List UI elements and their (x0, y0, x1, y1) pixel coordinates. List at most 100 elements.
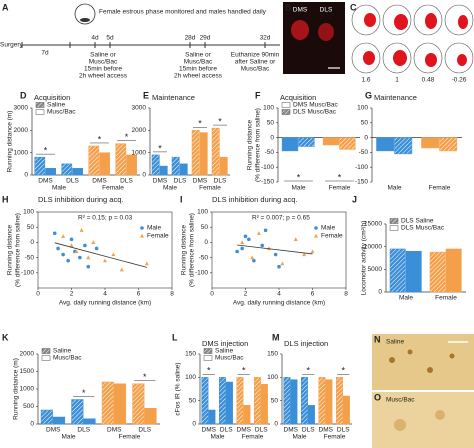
legend-label: Musc/Bac (47, 109, 76, 116)
x-tick-label: Female (329, 185, 351, 192)
bar (394, 137, 413, 155)
y-tick-label: 0 (274, 421, 278, 428)
y-axis-label: (% difference from saline) (189, 213, 196, 287)
panel-title: DLS inhibition during acq. (38, 195, 123, 204)
legend-swatch (314, 233, 318, 238)
y-axis-label: cFos IR (% saline) (175, 362, 182, 415)
section (351, 42, 381, 74)
bar (126, 154, 137, 176)
significance-star: * (242, 366, 246, 376)
x-tick-label: 0 (36, 291, 40, 298)
group-label: Male (61, 434, 75, 441)
bar (132, 383, 145, 425)
spread (425, 53, 437, 67)
panel-title: DLS inhibition during acq. (212, 195, 297, 204)
y-axis-label: Running distance (m) (7, 111, 14, 173)
group-label: Male (163, 185, 177, 192)
x-axis-label: Avg. daily running distance (km) (59, 300, 151, 307)
y-tick-label: 1500 (20, 368, 35, 375)
significance-star: * (98, 134, 102, 144)
spread (458, 15, 468, 29)
bar (301, 377, 308, 425)
significance-star: * (158, 143, 162, 153)
x-tick-label: DMS (202, 427, 217, 434)
point (273, 252, 278, 257)
point (66, 258, 70, 263)
treatment-text: 15min before (179, 66, 217, 73)
point (247, 237, 251, 242)
spread (364, 13, 376, 27)
y-tick-label: 1000 (132, 149, 147, 156)
point (91, 240, 96, 244)
bar (283, 377, 291, 425)
region-label: DMS (293, 7, 308, 14)
legend-swatch (41, 355, 51, 361)
bar (191, 130, 200, 176)
point (235, 249, 239, 254)
y-tick-label: 0 (142, 172, 146, 179)
legend-swatch (35, 109, 45, 115)
treatment-text: Saline or (90, 52, 116, 59)
bar (318, 377, 326, 425)
group-label: Male (210, 434, 224, 441)
y-tick-label: 0 (192, 421, 196, 428)
panel-label: I (180, 194, 183, 204)
spread (457, 54, 467, 66)
legend-swatch (389, 225, 399, 231)
cfos-image (372, 392, 474, 448)
bar (261, 384, 268, 425)
y-tick-label: -50 (25, 254, 35, 261)
y-tick-label: 1000 (14, 149, 29, 156)
y-axis-label: Running distance (m) (13, 358, 20, 420)
point (52, 231, 57, 236)
y-tick-label: 50 (267, 120, 275, 127)
mouse-icon (80, 18, 90, 22)
bar (254, 377, 261, 425)
x-tick-label: DLS (255, 427, 268, 434)
y-tick-label: 0 (24, 172, 28, 179)
section (382, 42, 412, 74)
day-label: 5d (106, 35, 114, 42)
bar (243, 405, 251, 425)
group-label: Female (102, 185, 124, 192)
significance-star: * (297, 172, 301, 182)
panel-label: L (172, 332, 178, 342)
spread (394, 14, 408, 30)
y-tick-label: -100 (261, 164, 274, 171)
timeline-label: Surgery (0, 42, 24, 49)
point (94, 246, 99, 251)
x-tick-label: DMS (319, 427, 334, 434)
legend-swatch (281, 109, 291, 115)
panel-label: J (352, 194, 357, 204)
bar (339, 137, 356, 150)
x-tick-label: DMS (107, 427, 122, 434)
wheel-icon (74, 3, 96, 25)
bar (179, 163, 188, 176)
y-tick-label: 0 (270, 134, 274, 141)
x-tick-label: 8 (344, 291, 348, 298)
x-axis-label: Avg. daily running distance (km) (233, 300, 325, 307)
y-tick-label: 0 (204, 239, 208, 246)
point (310, 249, 315, 254)
bar (236, 377, 244, 425)
point (83, 243, 87, 248)
y-tick-label: 50 (271, 397, 279, 404)
treatment-text: 15min before (84, 66, 122, 73)
x-tick-label: DMS (46, 427, 61, 434)
panel-label: G (365, 90, 372, 100)
y-tick-label: 100 (267, 374, 278, 381)
group-label: Female (199, 185, 221, 192)
treatment-text: 2h wheel access (79, 73, 128, 80)
timeline-label: Female estrous phase monitored and males… (99, 9, 267, 16)
y-tick-label: -150 (261, 179, 274, 186)
y-tick-label: 50 (201, 224, 209, 231)
euthanize-text: Euthanize 90min (231, 52, 280, 59)
y-tick-label: 3000 (14, 105, 29, 112)
y-axis-label: (% difference from saline) (255, 108, 262, 182)
legend-label: Musc/Bac (215, 355, 244, 362)
y-tick-label: 100 (185, 374, 196, 381)
legend-label: Musc/Bac (53, 355, 82, 362)
significance-star: * (143, 372, 147, 382)
x-tick-label: Male (291, 185, 305, 192)
